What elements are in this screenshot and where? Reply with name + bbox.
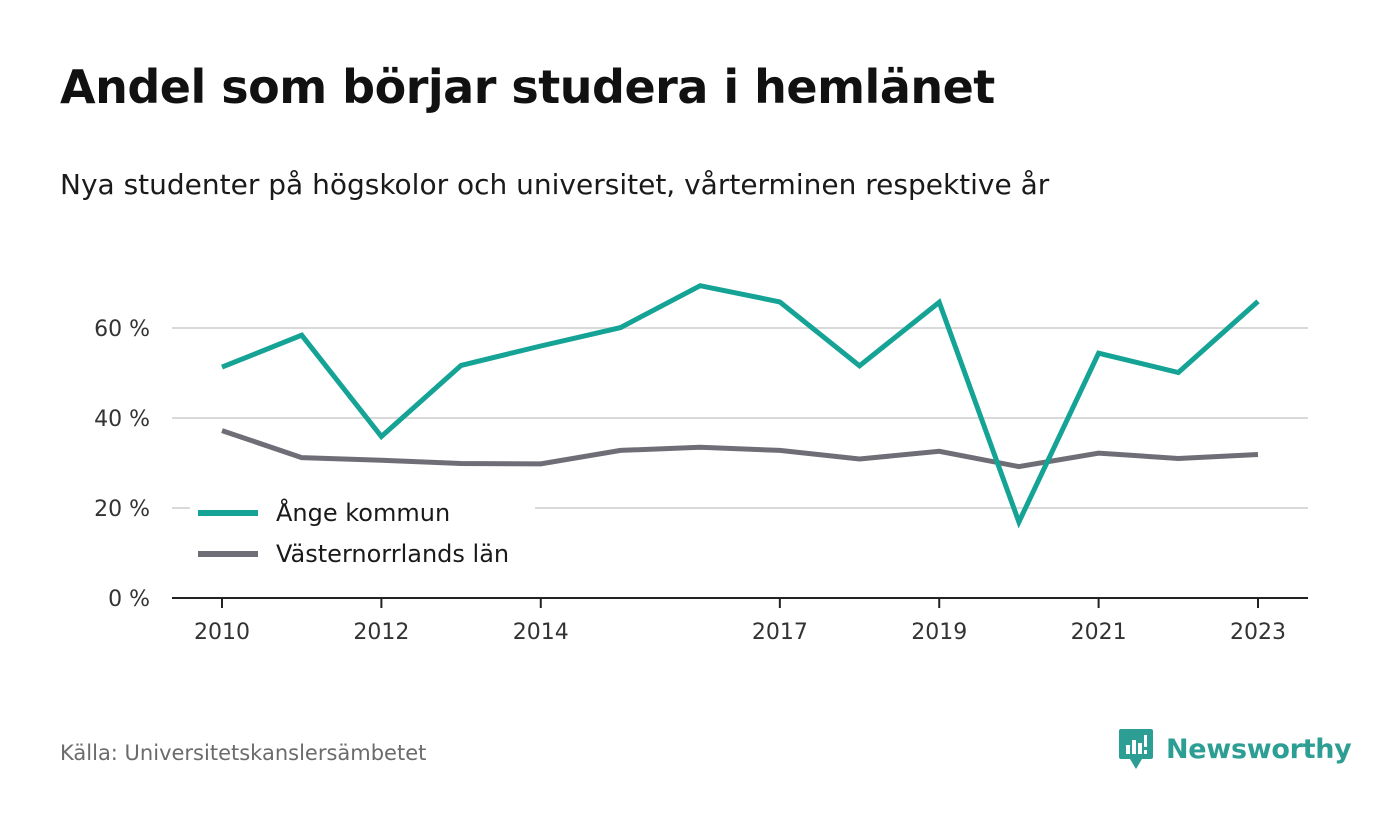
series-line-0 (221, 283, 1260, 529)
x-tick-label: 2017 (752, 620, 808, 645)
legend: Ånge kommun Västernorrlands län (190, 490, 535, 580)
line-chart: 0 % 20 % 40 % 60 % Ånge kommun Västernorrlan… (94, 283, 1308, 645)
chart-subtitle: Nya studenter på högskolor och universit… (60, 168, 1050, 201)
x-tick-label: 2014 (513, 620, 569, 645)
y-tick-label: 0 % (108, 587, 150, 612)
brand-name: Newsworthy (1166, 733, 1352, 765)
legend-label: Ånge kommun (276, 498, 450, 527)
gridlines (172, 327, 1308, 509)
y-axis-ticks: 0 % 20 % 40 % 60 % (94, 317, 150, 612)
newsworthy-logo-icon (1119, 729, 1153, 769)
x-tick-label: 2010 (194, 620, 250, 645)
series-lines (221, 283, 1260, 529)
x-tick-label: 2019 (911, 620, 967, 645)
source-note: Källa: Universitetskanslersämbetet (60, 741, 427, 765)
legend-label: Västernorrlands län (276, 540, 509, 568)
y-tick-label: 60 % (94, 317, 150, 342)
y-tick-label: 20 % (94, 497, 150, 522)
legend-background (190, 490, 535, 580)
x-axis: 2010 2012 2014 2017 2019 2021 2023 (172, 597, 1308, 645)
y-tick-label: 40 % (94, 407, 150, 432)
x-tick-label: 2012 (353, 620, 409, 645)
series-line-1 (221, 428, 1259, 470)
x-tick-label: 2021 (1071, 620, 1127, 645)
x-tick-label: 2023 (1230, 620, 1286, 645)
chart-title: Andel som börjar studera i hemlänet (60, 60, 995, 114)
brand-logo: Newsworthy (1118, 727, 1352, 771)
